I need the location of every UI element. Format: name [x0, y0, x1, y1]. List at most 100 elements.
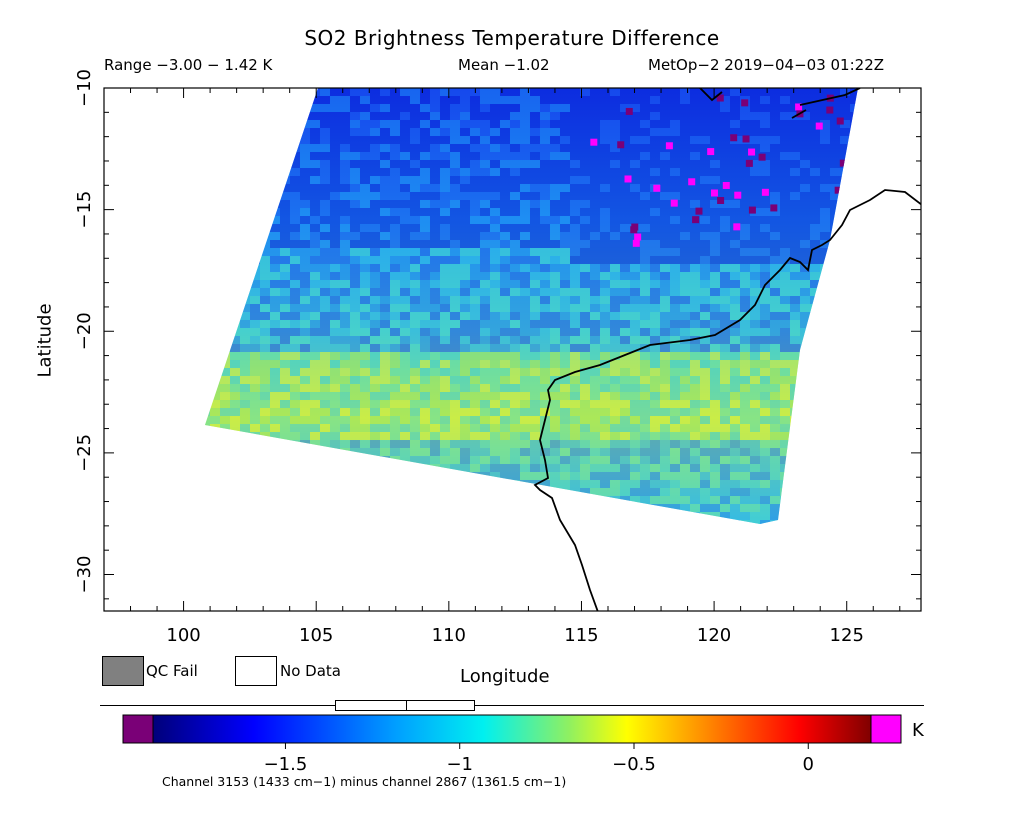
swath-cell — [340, 240, 350, 248]
swath-cell — [820, 120, 830, 128]
swath-cell — [770, 176, 780, 184]
swath-cell — [860, 120, 870, 128]
swath-cell — [260, 88, 270, 96]
swath-cell — [610, 400, 620, 408]
swath-cell — [550, 392, 560, 400]
swath-cell — [680, 472, 690, 480]
swath-cell — [820, 128, 830, 136]
swath-cell — [640, 424, 650, 432]
swath-cell — [230, 520, 240, 524]
swath-cell — [490, 296, 500, 304]
swath-cell — [750, 432, 760, 440]
swath-cell — [490, 368, 500, 376]
swath-cell — [610, 224, 620, 232]
swath-cell — [430, 432, 440, 440]
colorbar-range-slider[interactable] — [335, 700, 475, 711]
swath-cell — [480, 344, 490, 352]
chart-title: SO2 Brightness Temperature Difference — [304, 26, 720, 50]
swath-cell — [720, 432, 730, 440]
swath-cell — [380, 88, 390, 96]
swath-cell — [540, 336, 550, 344]
swath-cell — [620, 408, 630, 416]
swath-cell — [240, 496, 250, 504]
swath-cell — [370, 512, 380, 520]
swath-cell — [700, 336, 710, 344]
swath-cell — [510, 272, 520, 280]
swath-cell — [490, 464, 500, 472]
swath-cell — [220, 264, 230, 272]
swath-cell — [220, 456, 230, 464]
swath-cell — [590, 384, 600, 392]
swath-cell — [530, 280, 540, 288]
swath-cell — [220, 440, 230, 448]
swath-cell — [490, 504, 500, 512]
swath-cell — [220, 328, 230, 336]
swath-cell — [710, 112, 720, 120]
swath-cell — [460, 144, 470, 152]
swath-cell — [740, 328, 750, 336]
swath-cell — [670, 232, 680, 240]
swath-cell — [260, 184, 270, 192]
flagged-cell — [734, 191, 742, 199]
swath-cell — [220, 320, 230, 328]
swath-cell — [570, 480, 580, 488]
swath-cell — [450, 464, 460, 472]
swath-cell — [550, 352, 560, 360]
swath-cell — [430, 448, 440, 456]
swath-cell — [350, 264, 360, 272]
swath-cell — [580, 320, 590, 328]
swath-cell — [480, 88, 490, 96]
swath-cell — [530, 264, 540, 272]
swath-cell — [740, 176, 750, 184]
swath-cell — [280, 224, 290, 232]
swath-cell — [620, 344, 630, 352]
swath-cell — [330, 432, 340, 440]
swath-cell — [370, 368, 380, 376]
swath-cell — [810, 480, 820, 488]
swath-cell — [400, 368, 410, 376]
swath-cell — [250, 392, 260, 400]
swath-cell — [370, 352, 380, 360]
swath-cell — [350, 344, 360, 352]
swath-cell — [280, 256, 290, 264]
swath-cell — [810, 400, 820, 408]
swath-cell — [440, 384, 450, 392]
swath-cell — [780, 312, 790, 320]
swath-cell — [560, 144, 570, 152]
swath-cell — [540, 120, 550, 128]
swath-cell — [240, 152, 250, 160]
swath-cell — [460, 432, 470, 440]
swath-cell — [520, 304, 530, 312]
swath-cell — [510, 304, 520, 312]
swath-cell — [560, 328, 570, 336]
swath-cell — [290, 304, 300, 312]
swath-cell — [400, 288, 410, 296]
swath-cell — [280, 504, 290, 512]
swath-cell — [330, 336, 340, 344]
swath-cell — [590, 328, 600, 336]
swath-cell — [230, 184, 240, 192]
swath-cell — [390, 128, 400, 136]
swath-cell — [540, 520, 550, 524]
swath-cell — [720, 272, 730, 280]
swath-cell — [360, 128, 370, 136]
swath-cell — [680, 216, 690, 224]
swath-cell — [350, 280, 360, 288]
swath-cell — [570, 168, 580, 176]
swath-cell — [760, 296, 770, 304]
swath-cell — [830, 496, 840, 504]
swath-cell — [690, 448, 700, 456]
swath-cell — [320, 304, 330, 312]
swath-cell — [790, 280, 800, 288]
swath-cell — [830, 176, 840, 184]
x-axis-ticks: 100 105 110 115 120 125 — [130, 88, 901, 646]
swath-cell — [550, 432, 560, 440]
swath-cell — [730, 432, 740, 440]
swath-cell — [720, 488, 730, 496]
swath-cell — [500, 464, 510, 472]
swath-cell — [210, 376, 220, 384]
swath-cell — [205, 480, 210, 488]
swath-cell — [570, 352, 580, 360]
swath-cell — [580, 112, 590, 120]
swath-cell — [820, 208, 830, 216]
